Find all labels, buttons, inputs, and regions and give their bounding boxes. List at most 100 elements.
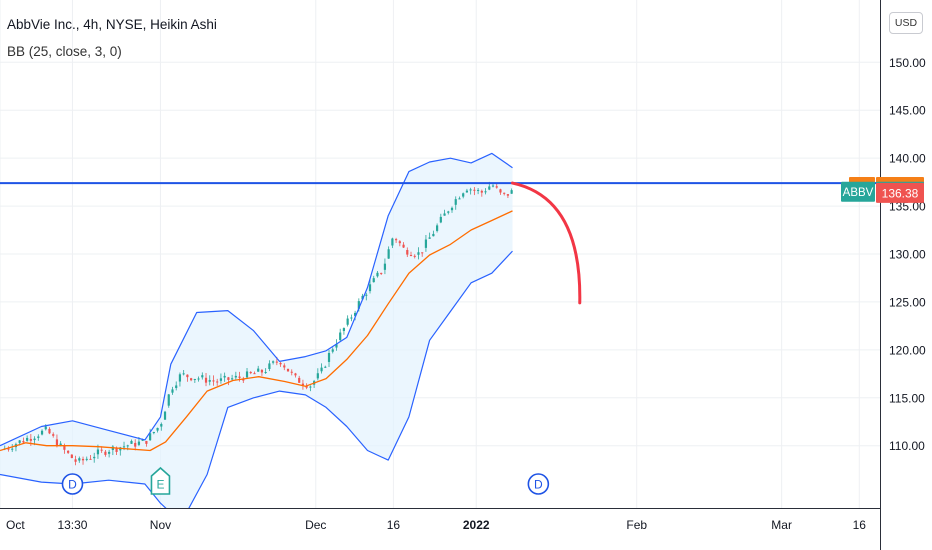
candle-body — [171, 389, 174, 393]
candle-body — [409, 254, 413, 256]
indicator-legend[interactable]: BB (25, close, 3, 0) — [7, 44, 122, 59]
price-tick-label: 125.00 — [889, 295, 926, 309]
dividend-marker[interactable]: D — [61, 473, 84, 495]
candle-body — [204, 377, 208, 383]
candle-body — [48, 428, 51, 434]
candle-body — [7, 448, 10, 450]
price-tick-label: 145.00 — [889, 104, 926, 118]
candle-body — [294, 373, 297, 376]
price-tick-label: 120.00 — [889, 343, 926, 357]
candle-body — [499, 189, 502, 193]
candle-body — [443, 213, 446, 216]
candle-body — [342, 328, 346, 331]
candle-body — [18, 440, 21, 443]
candle-body — [145, 440, 148, 444]
time-tick-label: Dec — [305, 518, 326, 532]
candle-body — [242, 378, 245, 381]
price-tick-label: 150.00 — [889, 56, 926, 70]
candle-body — [450, 207, 454, 211]
candle-body — [141, 439, 144, 441]
price-axis[interactable]: 150.00 145.00 140.00 135.00 130.00 125.00 120.… — [880, 0, 932, 550]
candle-body — [272, 361, 275, 363]
candle-body — [108, 451, 111, 454]
time-tick-label: Nov — [150, 518, 171, 532]
candle-body — [70, 454, 73, 459]
candle-body — [480, 190, 483, 193]
candle-body — [357, 301, 360, 309]
candle-body — [268, 363, 271, 370]
candle-body — [130, 440, 133, 444]
drawings[interactable] — [0, 181, 880, 305]
candle-body — [100, 449, 103, 451]
candle-body — [74, 459, 77, 462]
candle-body — [506, 194, 510, 196]
earnings-marker[interactable]: E — [150, 466, 171, 495]
candle-body — [413, 255, 416, 257]
candle-body — [432, 233, 435, 237]
candle-body — [286, 368, 290, 372]
candle-body — [260, 369, 264, 373]
candle-body — [406, 250, 409, 255]
dividend-marker[interactable]: D — [527, 473, 550, 495]
candle-body — [245, 371, 249, 378]
candle-body — [354, 312, 357, 316]
candle-body — [149, 433, 152, 441]
candle-body — [253, 373, 256, 375]
candle-body — [160, 424, 163, 427]
candle-body — [316, 373, 319, 379]
currency-button[interactable]: USD — [889, 12, 923, 34]
candle-body — [134, 442, 137, 447]
price-tick-label: 135.00 — [889, 200, 926, 214]
candle-body — [156, 427, 159, 431]
upper-band-line — [0, 152, 513, 447]
candle-body — [186, 374, 189, 378]
price-tags: 136.99Pre136.50ABBV136.38 — [841, 177, 924, 203]
candle-body — [391, 238, 394, 246]
time-axis[interactable]: Oct 13:30 Nov Dec 16 2022 Feb Mar 16 — [0, 508, 880, 550]
price-tick-label: 110.00 — [889, 439, 925, 453]
candle-body — [350, 317, 353, 319]
time-tick-label: Feb — [626, 518, 647, 532]
candle-body — [126, 445, 129, 447]
candle-body — [85, 458, 88, 460]
candle-body — [175, 385, 178, 389]
candle-body — [223, 375, 226, 378]
time-tick-label: 16 — [387, 518, 401, 532]
candle-body — [167, 394, 170, 406]
candle-body — [387, 249, 390, 259]
candle-body — [488, 186, 491, 190]
candle-body — [193, 378, 196, 380]
candle-body — [231, 378, 234, 380]
price-tag-low: 136.38 — [876, 182, 924, 203]
indicator-lines — [0, 152, 513, 514]
candle-body — [298, 377, 301, 383]
candle-body — [78, 458, 81, 461]
candle-body — [484, 191, 487, 193]
candle-body — [212, 380, 215, 382]
candle-body — [137, 441, 141, 445]
candle-body — [491, 185, 495, 187]
candle-body — [465, 190, 469, 193]
candle-body — [473, 189, 476, 191]
candle-body — [462, 193, 465, 197]
candle-body — [275, 361, 278, 363]
candle-body — [115, 448, 118, 452]
candle-body — [63, 445, 66, 450]
time-axis-bg — [0, 508, 880, 550]
chart-title[interactable]: AbbVie Inc., 4h, NYSE, Heikin Ashi — [7, 17, 217, 32]
candle-body — [398, 241, 401, 244]
candle-body — [331, 349, 334, 352]
candle-body — [234, 375, 237, 378]
candle-body — [11, 448, 14, 450]
candle-body — [52, 434, 55, 436]
candle-body — [257, 368, 260, 372]
candle-body — [182, 373, 185, 375]
candle-body — [264, 372, 267, 374]
candle-body — [37, 436, 40, 438]
arc-drawing[interactable] — [510, 181, 582, 305]
candle-body — [26, 437, 29, 441]
candle-body — [301, 383, 305, 386]
